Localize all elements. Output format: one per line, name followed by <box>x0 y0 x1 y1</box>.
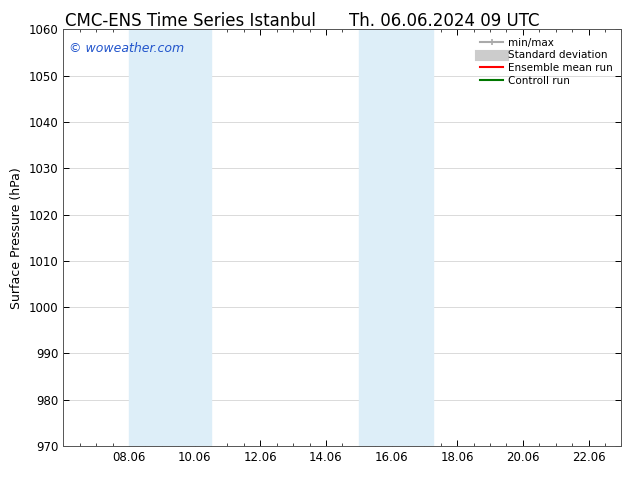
Y-axis label: Surface Pressure (hPa): Surface Pressure (hPa) <box>10 167 23 309</box>
Text: CMC-ENS Time Series Istanbul: CMC-ENS Time Series Istanbul <box>65 12 316 30</box>
Bar <box>129 29 211 446</box>
Text: Th. 06.06.2024 09 UTC: Th. 06.06.2024 09 UTC <box>349 12 539 30</box>
Bar <box>359 29 432 446</box>
Legend: min/max, Standard deviation, Ensemble mean run, Controll run: min/max, Standard deviation, Ensemble me… <box>477 35 616 89</box>
Text: © woweather.com: © woweather.com <box>69 42 184 55</box>
